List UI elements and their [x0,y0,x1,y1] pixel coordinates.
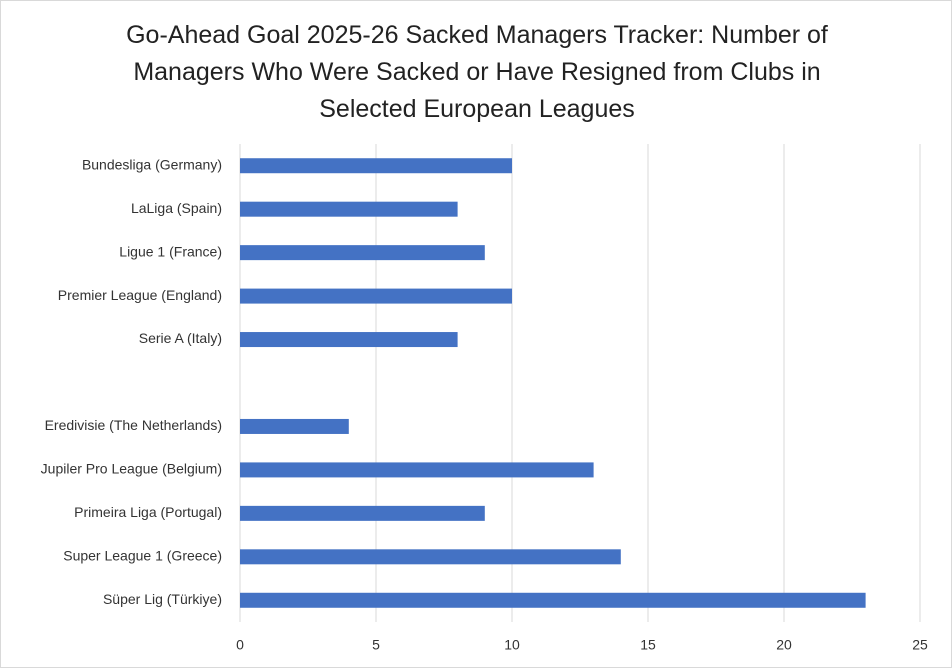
bar [240,332,458,348]
y-tick-label: Ligue 1 (France) [119,243,222,259]
y-tick-label: Bundesliga (Germany) [82,156,222,172]
x-tick-label: 25 [912,637,928,653]
chart-title: Go-Ahead Goal 2025-26 Sacked Managers Tr… [126,21,828,123]
bar [240,592,866,608]
y-tick-label: Eredivisie (The Netherlands) [45,417,222,433]
bar [240,462,594,478]
x-tick-label: 10 [504,637,520,653]
bar [240,549,621,565]
bar [240,201,458,217]
bar [240,158,512,174]
x-tick-label: 5 [372,637,380,653]
x-tick-label: 0 [236,637,244,653]
bar [240,505,485,521]
y-tick-label: Jupiler Pro League (Belgium) [41,461,222,477]
x-tick-label: 15 [640,637,656,653]
y-tick-label: Serie A (Italy) [139,330,222,346]
x-tick-label: 20 [776,637,792,653]
bar [240,288,512,304]
y-tick-label: Primeira Liga (Portugal) [74,504,222,520]
y-tick-label: Süper Lig (Türkiye) [103,591,222,607]
y-tick-label: Super League 1 (Greece) [63,548,222,564]
bar [240,245,485,261]
bar [240,418,349,434]
y-tick-label: LaLiga (Spain) [131,200,222,216]
y-tick-label: Premier League (England) [58,287,222,303]
